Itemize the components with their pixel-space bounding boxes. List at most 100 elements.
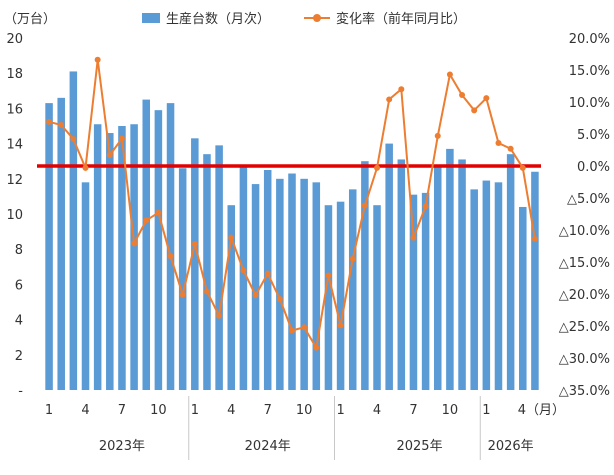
change-rate-point [386,96,393,103]
left-tick-label: 18 [6,67,23,82]
change-rate-point [228,234,235,241]
change-rate-point [264,270,271,277]
x-tick-label: 1 [191,403,199,418]
change-rate-point [507,145,514,152]
change-rate-point [289,327,295,334]
bar [178,168,187,390]
change-rate-point [155,209,162,216]
bar [531,171,539,390]
bar [385,143,393,390]
legend-bar-label: 生産台数（月次） [166,12,271,27]
bar [57,97,65,390]
bar [45,103,53,391]
year-label: 2023年 [99,439,145,454]
left-axis-unit: （万台） [4,12,57,27]
bar [482,180,491,390]
x-tick-label: 4 [81,403,89,418]
x-tick-label: 1 [336,403,344,418]
change-rate-point [94,56,101,63]
x-tick-label: 4 [373,403,381,418]
bar [433,164,442,390]
right-tick-label: 20.0% [569,32,610,47]
right-tick-label: △10.0% [559,224,610,239]
right-tick-label: 15.0% [569,64,610,79]
left-tick-label: - [18,384,23,399]
right-tick-label: 0.0% [577,160,610,175]
right-tick-label: 10.0% [569,96,610,111]
bar [263,170,272,390]
line-series [46,56,538,351]
bar [361,161,369,390]
bar [446,148,454,390]
bar [336,201,345,390]
left-tick-label: 10 [6,208,23,223]
x-axis: 1 4 7 10 1 4 7 10 1 4 7 10 1 4（月） [45,403,565,418]
change-rate-point [349,255,356,262]
year-label: 2026年 [488,439,534,454]
bar [93,124,102,391]
change-rate-point [459,91,466,98]
legend-line: 変化率（前年同月比） [304,8,466,27]
bar [494,182,503,390]
change-rate-point [313,344,320,351]
change-rate-point [70,136,77,143]
change-rate-point [446,71,453,78]
bar [324,205,333,390]
bar [69,71,78,390]
change-rate-point [216,312,223,319]
change-rate-point [434,132,441,139]
right-tick-label: △5.0% [567,192,610,207]
change-rate-point [191,241,198,248]
left-tick-label: 4 [15,314,23,329]
bar-series [45,71,539,391]
left-tick-label: 2 [15,349,23,364]
bar [421,192,430,390]
right-tick-label: 5.0% [577,128,610,143]
x-tick-label: 10 [150,403,167,418]
bar [166,103,175,391]
x-tick-label: 4（月） [518,403,565,418]
x-tick-label: 7 [118,403,126,418]
bar [239,164,248,390]
year-label: 2024年 [245,439,291,454]
change-rate-point [531,235,538,242]
bar [397,159,406,390]
x-tick-label: 10 [296,403,313,418]
right-tick-label: △15.0% [559,256,610,271]
change-rate-point [58,122,65,129]
change-rate-point [143,217,150,224]
legend-bar-swatch [142,12,160,23]
right-tick-label: △35.0% [559,384,610,399]
x-tick-label: 4 [227,403,235,418]
change-rate-point [471,107,478,114]
bar [81,182,90,390]
change-rate-point [118,135,125,142]
bar [348,189,357,390]
change-rate-point [240,267,247,274]
bar [106,133,114,391]
x-tick-label: 7 [264,403,272,418]
left-tick-label: 8 [15,243,23,258]
bar [458,159,466,390]
left-tick-label: 20 [6,32,23,47]
change-rate-point [252,292,259,299]
left-tick-label: 14 [6,138,23,153]
change-rate-point [301,324,308,331]
bar [215,145,223,390]
left-tick-label: 16 [6,102,23,117]
bar [312,182,321,390]
bar [191,138,199,390]
year-labels: 2023年 2024年 2025年 2026年 [99,396,534,460]
bar [506,154,515,390]
change-rate-point [325,272,332,279]
change-rate-point [495,139,502,146]
x-tick-label: 1 [45,403,53,418]
change-rate-point [203,288,210,295]
bar [373,205,381,390]
x-tick-label: 7 [409,403,417,418]
bar [142,99,151,390]
change-rate-point [46,118,53,125]
year-label: 2025年 [396,439,442,454]
change-rate-point [179,291,186,298]
right-tick-label: △25.0% [559,320,610,335]
